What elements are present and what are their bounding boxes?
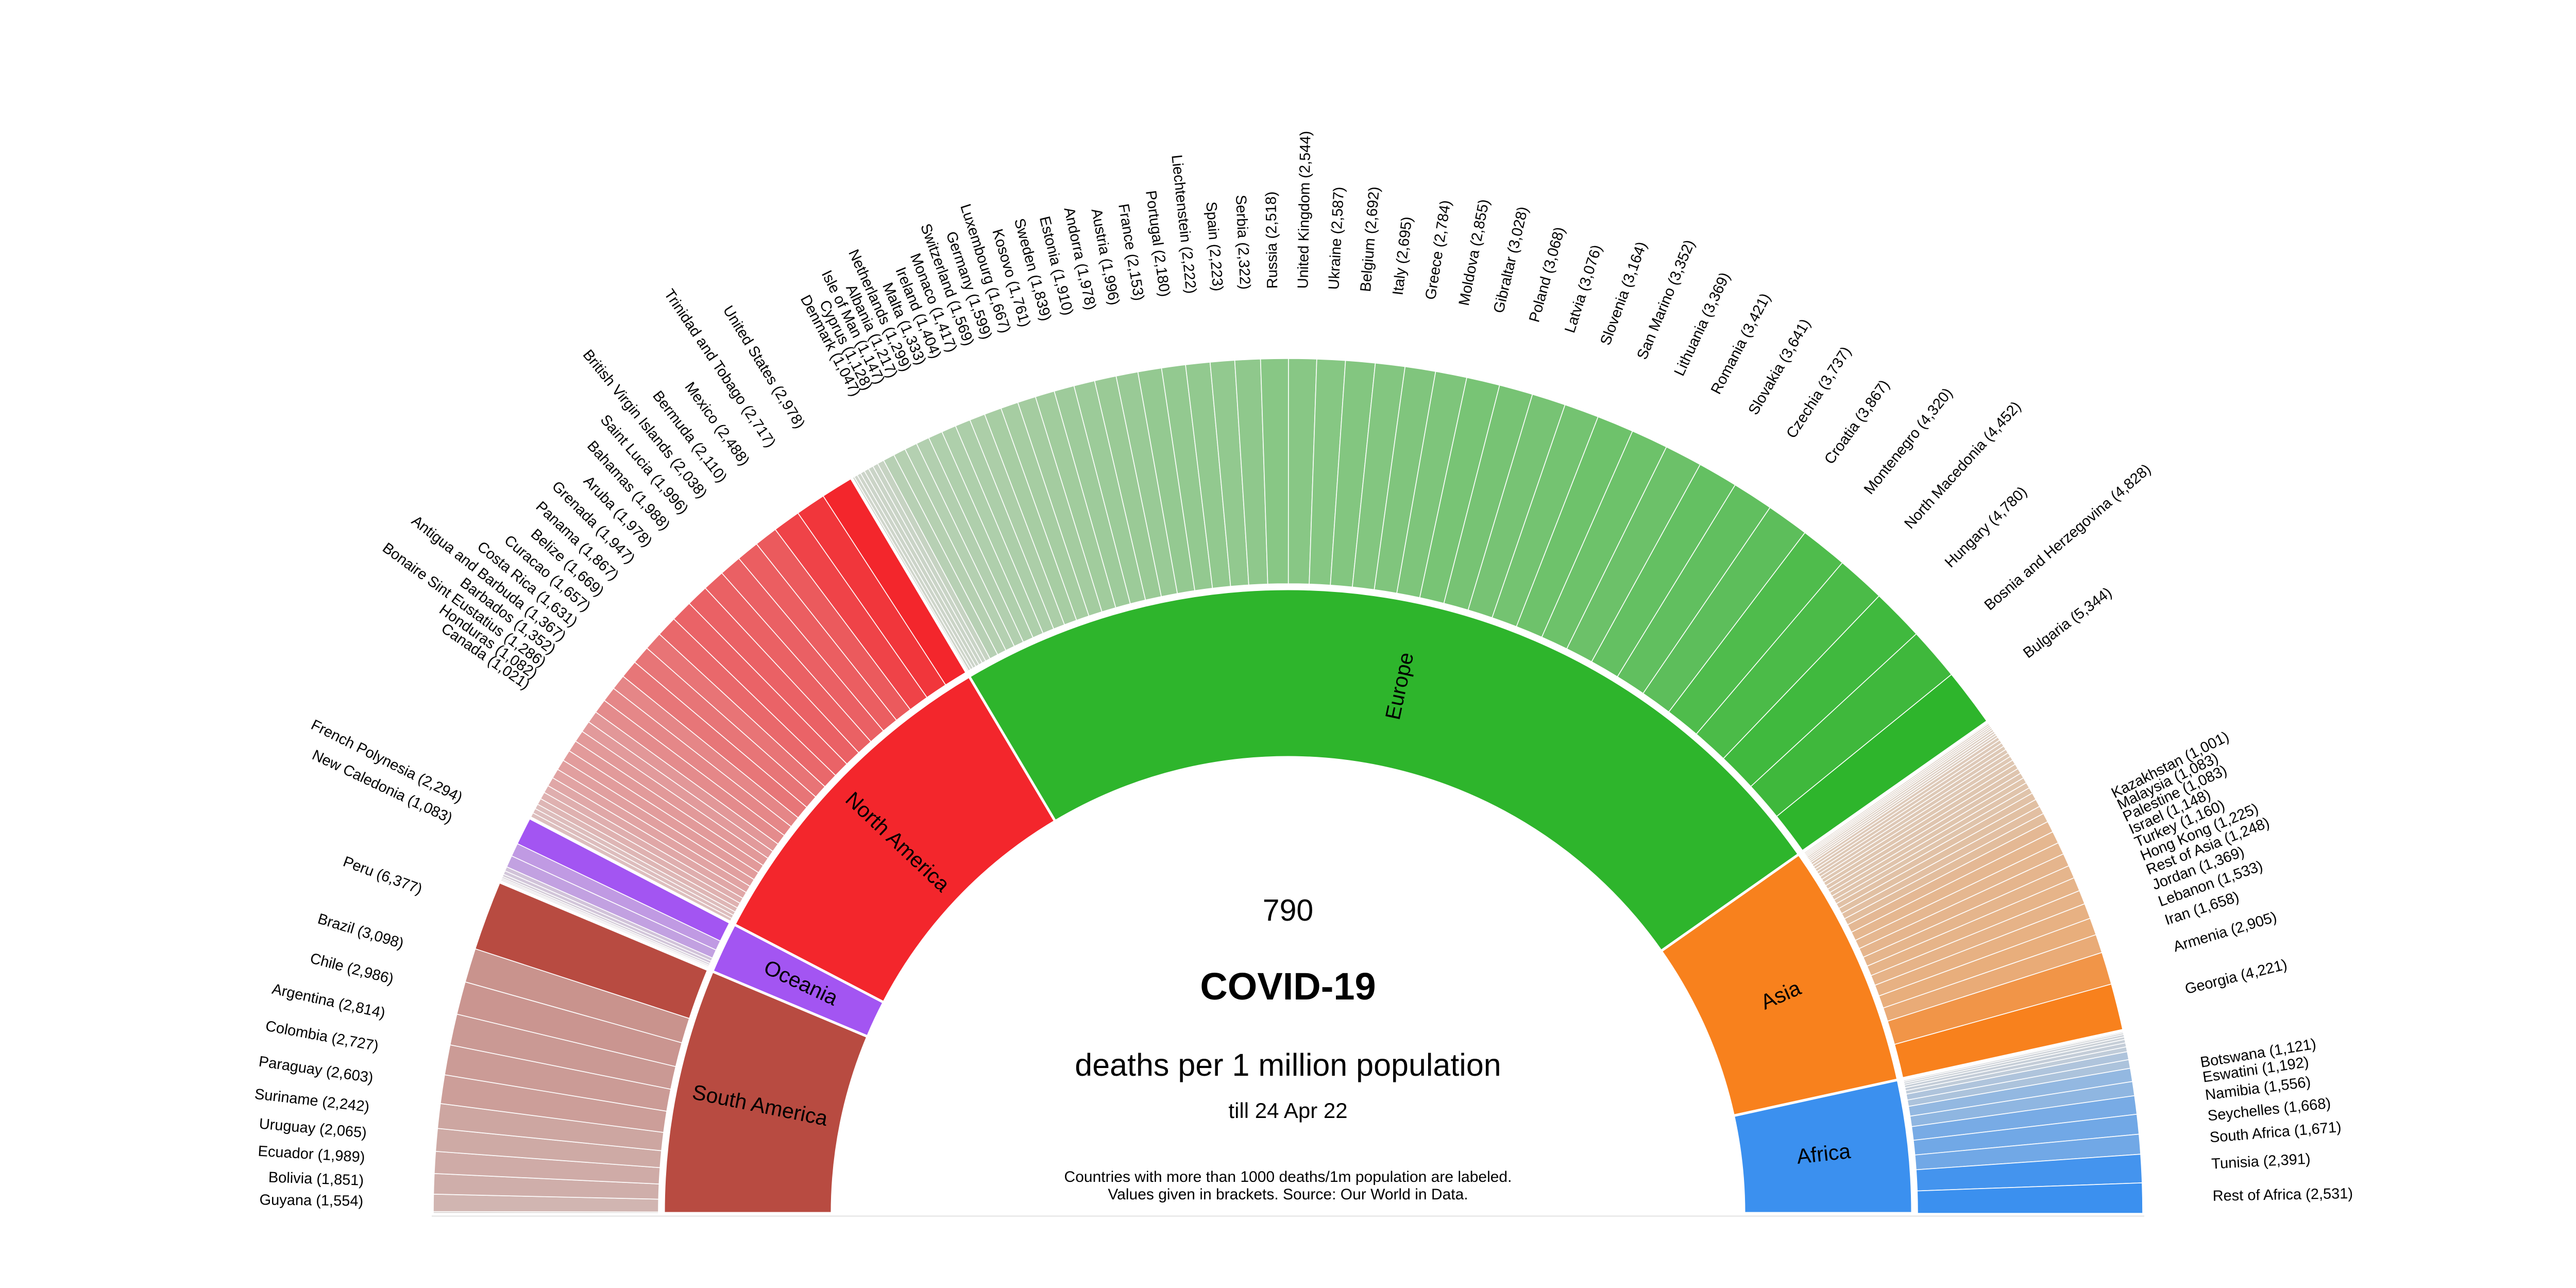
- svg-text:Rest of Africa (2,531): Rest of Africa (2,531): [2212, 1185, 2353, 1205]
- svg-text:Russia (2,518): Russia (2,518): [1263, 191, 1281, 289]
- svg-text:till 24 Apr 22: till 24 Apr 22: [1228, 1098, 1347, 1123]
- svg-text:COVID-19: COVID-19: [1200, 965, 1376, 1008]
- svg-text:United Kingdom (2,544): United Kingdom (2,544): [1295, 131, 1314, 289]
- svg-text:Countries with more than 1000: Countries with more than 1000 deaths/1m …: [1064, 1168, 1512, 1185]
- svg-text:Africa: Africa: [1795, 1139, 1852, 1168]
- svg-text:Values given in brackets. Sour: Values given in brackets. Source: Our Wo…: [1108, 1186, 1468, 1203]
- svg-text:Guyana (1,554): Guyana (1,554): [259, 1192, 363, 1209]
- svg-text:790: 790: [1263, 893, 1313, 927]
- svg-text:deaths per 1 million populatio: deaths per 1 million population: [1075, 1047, 1501, 1082]
- svg-text:Bolivia (1,851): Bolivia (1,851): [268, 1169, 364, 1189]
